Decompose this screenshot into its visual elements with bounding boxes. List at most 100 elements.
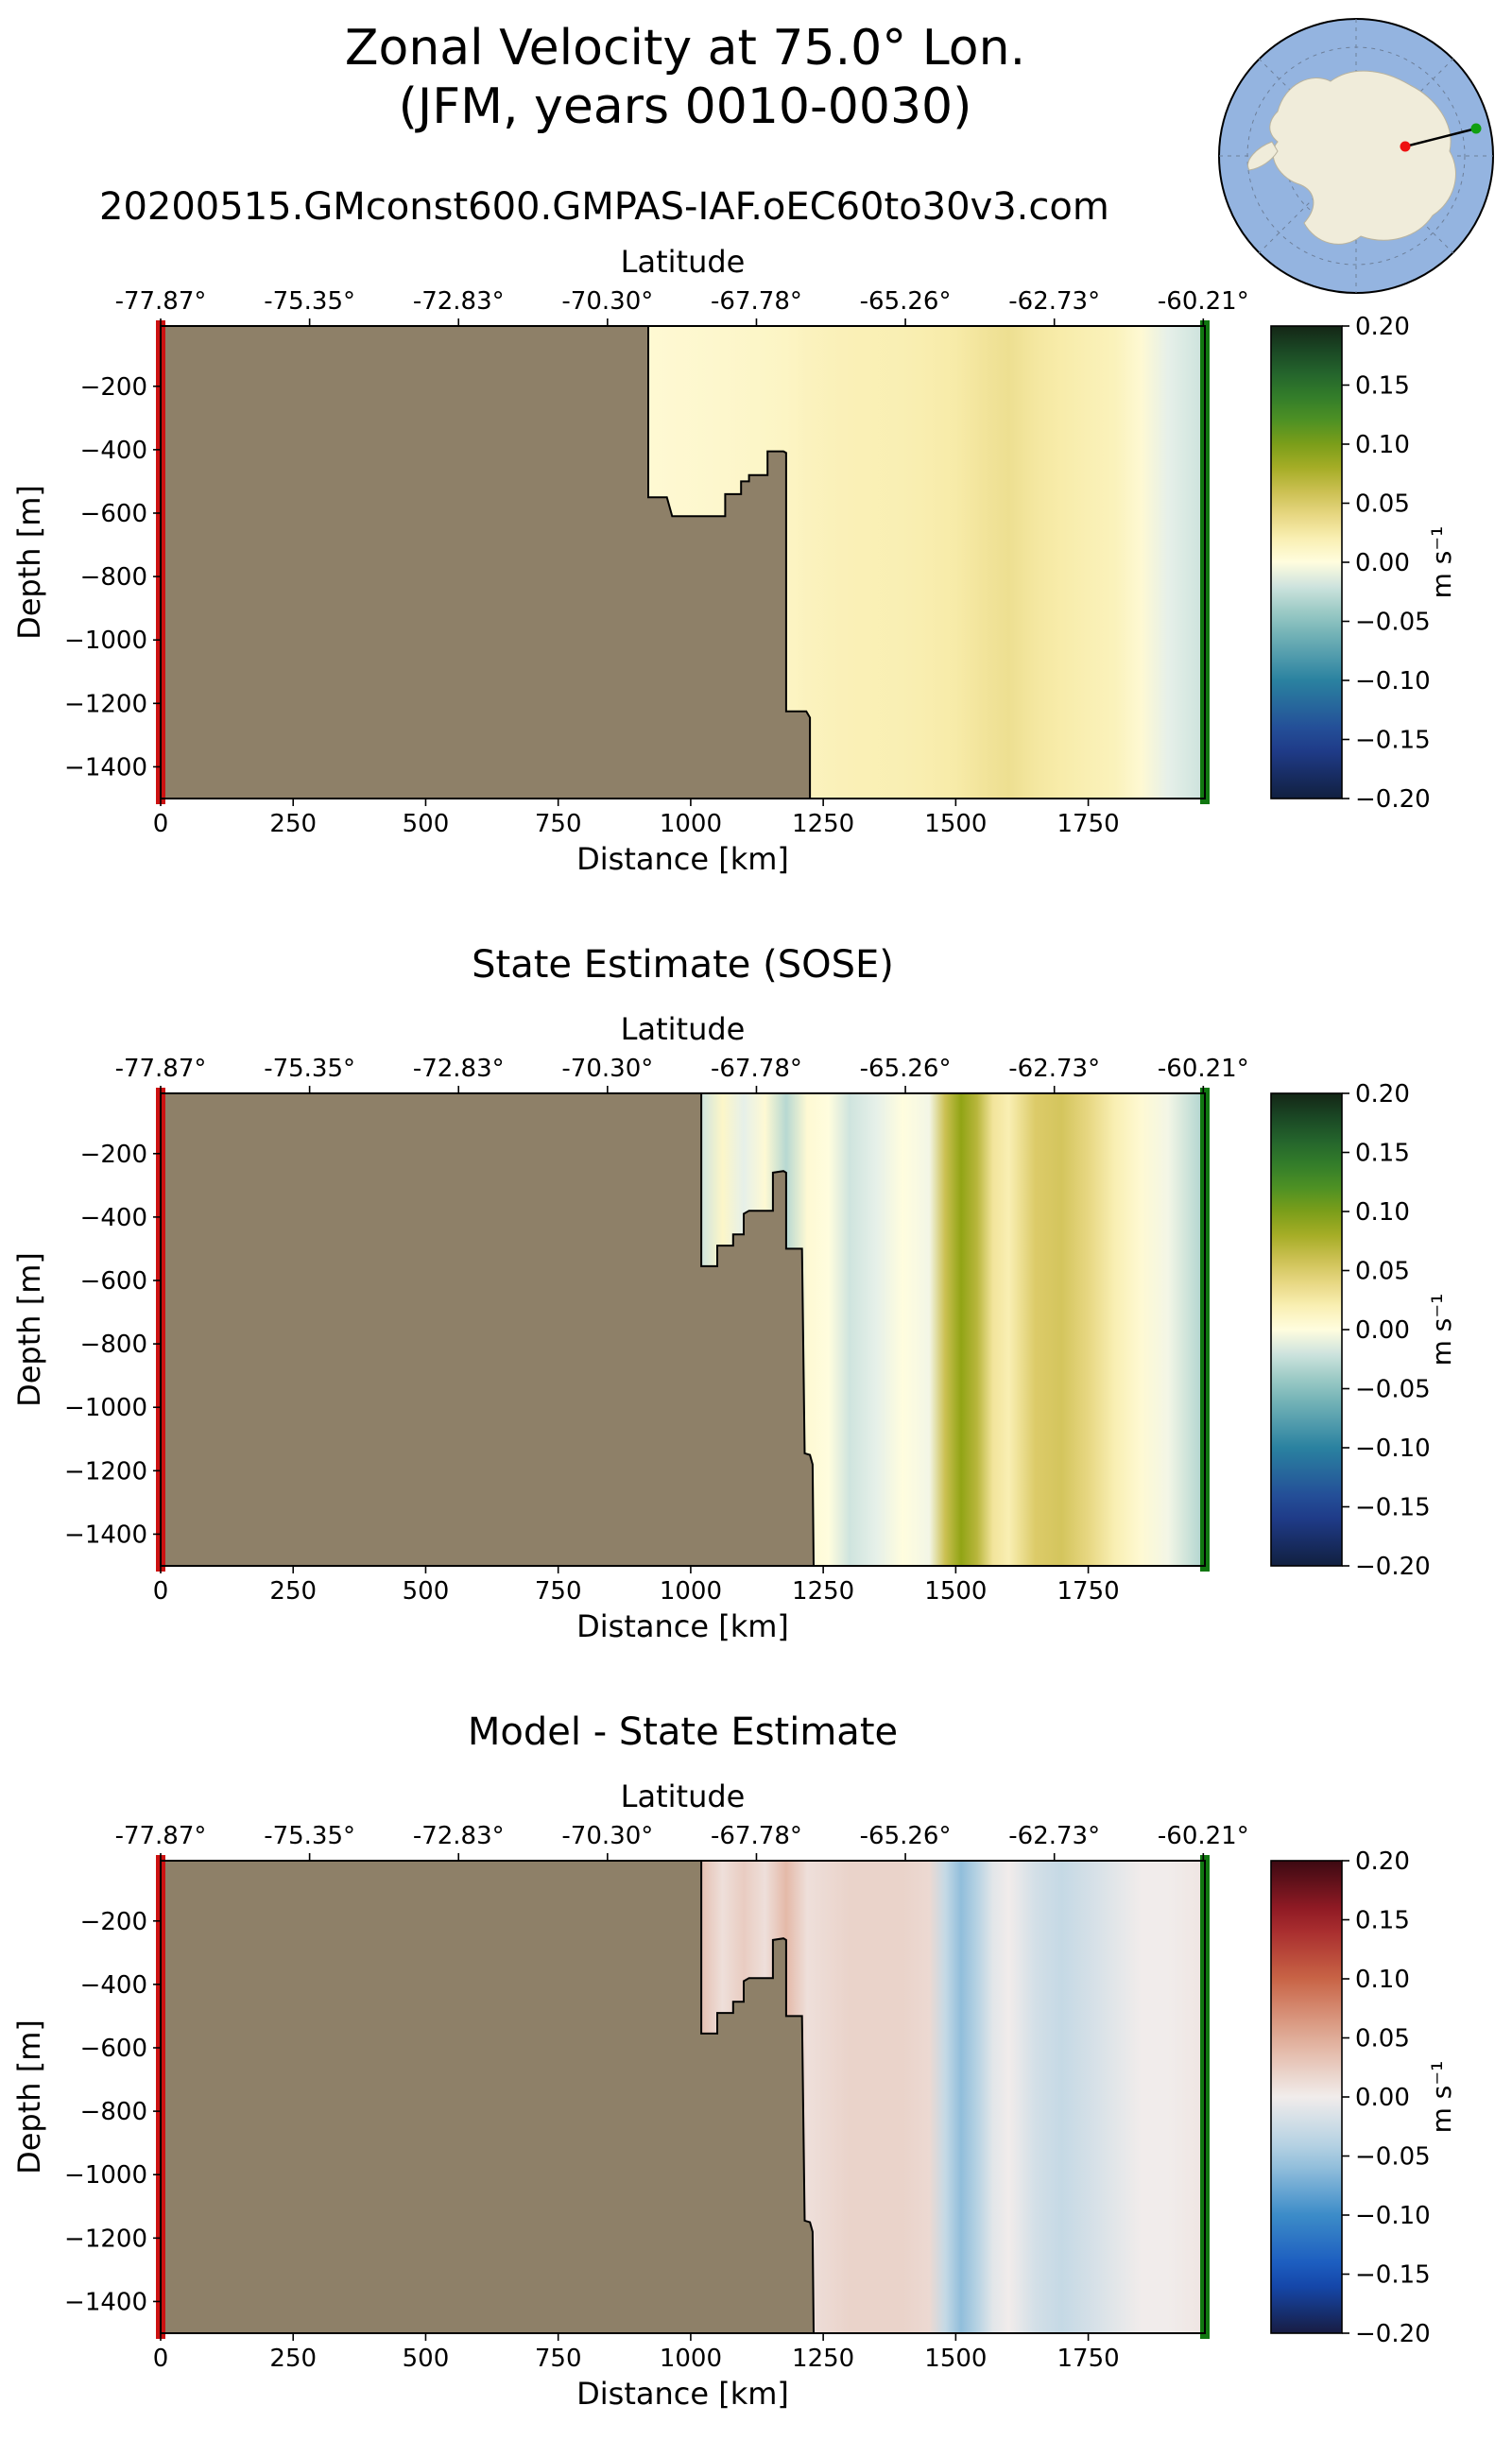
lat-tick-label: -75.35°: [264, 1822, 355, 1850]
colorbar-tick-label: 0.10: [1355, 1966, 1410, 1994]
x-tick-label: 1500: [924, 1577, 987, 1606]
colorbar-tick-label: −0.10: [1355, 2202, 1431, 2230]
y-tick-label: −1400: [64, 1521, 147, 1549]
colorbar-tick-label: 0.05: [1355, 1258, 1410, 1286]
lat-tick-label: -72.83°: [413, 287, 505, 316]
antarctica-map-icon: [1218, 18, 1494, 294]
y-tick-label: −800: [80, 1331, 147, 1359]
y-tick-label: −600: [80, 1267, 147, 1296]
x-tick-label: 1250: [792, 810, 854, 838]
lat-tick-label: -62.73°: [1008, 1822, 1100, 1850]
y-tick-label: −600: [80, 500, 147, 528]
y-axis-label: Depth [m]: [11, 485, 47, 640]
colorbar-label: m s⁻¹: [1426, 2061, 1457, 2134]
section-line: [1404, 127, 1477, 148]
colorbar-label: m s⁻¹: [1426, 1294, 1457, 1366]
x-axis-label: Distance [km]: [576, 841, 789, 877]
x-tick-label: 1000: [660, 1577, 722, 1606]
section-start-marker: [1400, 141, 1411, 152]
lat-tick-label: -75.35°: [264, 287, 355, 316]
colorbar-tick-label: −0.05: [1355, 1376, 1431, 1404]
land-mask: [161, 1093, 814, 1566]
lat-tick-label: -70.30°: [561, 287, 653, 316]
panel-2: State Estimate (SOSE) 0 250 500 750 1000 1250 1…: [11, 943, 1457, 1644]
colorbar: 0.20 0.15 0.10 0.05 0.00 −0.05 −0.10 −0.15 −0.20…: [1270, 1080, 1457, 1581]
x-tick-label: 250: [269, 2345, 317, 2373]
y-tick-label: −1200: [64, 1457, 147, 1486]
x-tick-label: 0: [153, 810, 169, 838]
figure-title-line2: (JFM, years 0010-0030): [399, 78, 972, 135]
colorbar-scale: [1270, 1860, 1343, 2334]
colorbar-label: m s⁻¹: [1426, 526, 1457, 599]
x-tick-label: 1250: [792, 1577, 854, 1606]
colorbar-tick-label: 0.10: [1355, 431, 1410, 459]
y-tick-label: −1400: [64, 753, 147, 782]
colorbar-tick-label: 0.15: [1355, 1907, 1410, 1935]
colorbar-tick-label: −0.05: [1355, 609, 1431, 637]
panel-3: Model - State Estimate 0 250 500 750 1000 1250…: [11, 1710, 1457, 2412]
x-tick-label: 500: [403, 1577, 450, 1606]
colorbar-tick-label: −0.10: [1355, 667, 1431, 696]
bathymetry-line: [700, 1861, 815, 2334]
lat-tick-label: -72.83°: [413, 1822, 505, 1850]
panel-1: 0 250 500 750 1000 1250 1500 1750 Distance [km] -…: [11, 244, 1457, 877]
colorbar-tick-label: 0.15: [1355, 372, 1410, 401]
lat-tick-label: -70.30°: [561, 1822, 653, 1850]
x-tick-label: 1750: [1057, 810, 1120, 838]
x-tick-label: 1250: [792, 2345, 854, 2373]
colorbar-tick-label: −0.15: [1355, 1494, 1431, 1522]
colorbar-tick-label: 0.05: [1355, 490, 1410, 519]
x-axis-label: Distance [km]: [576, 1608, 789, 1644]
x-tick-label: 1000: [660, 810, 722, 838]
colorbar-tick-label: −0.15: [1355, 2261, 1431, 2290]
top-axis-label: Latitude: [621, 1011, 746, 1047]
colorbar-tick-label: −0.15: [1355, 727, 1431, 755]
y-tick-label: −1200: [64, 2225, 147, 2253]
top-axis-label: Latitude: [621, 244, 746, 280]
colorbar-tick-label: −0.05: [1355, 2143, 1431, 2172]
colorbar-tick-label: 0.20: [1355, 1847, 1410, 1876]
y-tick-label: −400: [80, 437, 147, 465]
x-tick-label: 500: [403, 810, 450, 838]
bathymetry-line: [700, 1093, 815, 1567]
y-tick-label: −1000: [64, 2161, 147, 2190]
y-tick-label: −200: [80, 1908, 147, 1936]
y-tick-label: −600: [80, 2035, 147, 2063]
x-tick-label: 250: [269, 810, 317, 838]
panel-title: State Estimate (SOSE): [472, 943, 894, 987]
x-tick-label: 0: [153, 1577, 169, 1606]
colorbar-tick-label: 0.10: [1355, 1198, 1410, 1227]
land-mask: [161, 1861, 814, 2333]
plot-frame: [160, 1092, 1206, 1567]
lat-tick-label: -65.26°: [860, 1822, 952, 1850]
x-tick-label: 0: [153, 2345, 169, 2373]
lat-tick-label: -77.87°: [115, 1055, 207, 1083]
panel-title: Model - State Estimate: [468, 1710, 898, 1754]
x-tick-label: 750: [535, 1577, 582, 1606]
lat-tick-label: -70.30°: [561, 1055, 653, 1083]
lat-tick-label: -77.87°: [115, 287, 207, 316]
x-tick-label: 750: [535, 810, 582, 838]
colorbar-tick-label: 0.00: [1355, 2084, 1410, 2112]
colorbar-tick-label: 0.20: [1355, 1080, 1410, 1108]
x-tick-label: 1750: [1057, 2345, 1120, 2373]
y-tick-label: −400: [80, 1971, 147, 2000]
x-tick-label: 500: [403, 2345, 450, 2373]
figure-title-line1: Zonal Velocity at 75.0° Lon.: [345, 20, 1025, 77]
lat-tick-label: -62.73°: [1008, 1055, 1100, 1083]
plot-frame: [160, 325, 1206, 799]
y-tick-label: −800: [80, 2098, 147, 2126]
x-axis-label: Distance [km]: [576, 2376, 789, 2412]
lat-tick-label: -62.73°: [1008, 287, 1100, 316]
colorbar: 0.20 0.15 0.10 0.05 0.00 −0.05 −0.10 −0.15 −0.20…: [1270, 1847, 1457, 2348]
y-axis-label: Depth [m]: [11, 2019, 47, 2174]
run-name: 20200515.GMconst600.GMPAS-IAF.oEC60to30v…: [99, 185, 1109, 229]
colorbar-tick-label: 0.15: [1355, 1140, 1410, 1168]
top-axis-label: Latitude: [621, 1778, 746, 1814]
colorbar-tick-label: −0.20: [1355, 785, 1431, 814]
lat-tick-label: -60.21°: [1158, 287, 1249, 316]
lat-tick-label: -60.21°: [1158, 1822, 1249, 1850]
colorbar-tick-label: 0.00: [1355, 549, 1410, 577]
colorbar-tick-label: 0.00: [1355, 1316, 1410, 1345]
